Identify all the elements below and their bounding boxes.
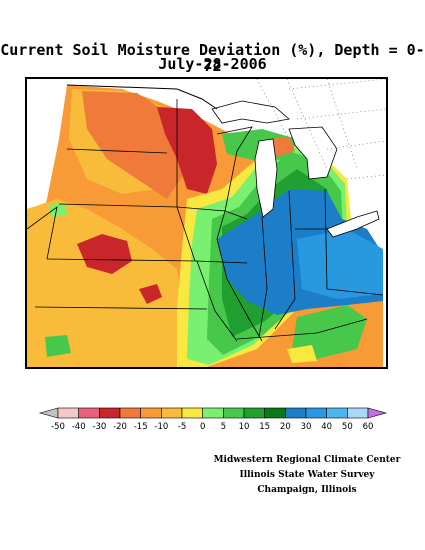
region-red-kansas-spot: [139, 284, 162, 304]
legend-swatch: [161, 407, 183, 419]
lake-michigan: [254, 138, 278, 218]
region-blue-ohio: [297, 229, 383, 299]
soil-moisture-map: [25, 77, 388, 369]
lake-erie: [326, 210, 380, 238]
legend-color-bar: [38, 407, 388, 419]
legend-swatch: [119, 407, 141, 419]
legend-label: 0: [200, 422, 205, 432]
region-yellow-west: [27, 199, 185, 367]
legend-label: -50: [51, 422, 65, 432]
legend-label: 30: [301, 422, 312, 432]
map-svg: [27, 79, 386, 367]
region-green-dakota-spot: [49, 203, 67, 217]
legend-label: 50: [342, 422, 353, 432]
legend-label: 40: [321, 422, 332, 432]
legend-label: 20: [280, 422, 291, 432]
legend-swatch: [285, 407, 307, 419]
credit-line-city: Champaign, Illinois: [257, 485, 357, 495]
legend-label: 5: [221, 422, 226, 432]
legend-swatch: [223, 407, 245, 419]
region-red-minnesota: [157, 107, 217, 194]
legend-label: -5: [178, 422, 186, 432]
legend-swatch: [264, 407, 286, 419]
legend-swatch: [202, 407, 224, 419]
legend-label: -40: [72, 422, 86, 432]
legend-swatch: [305, 407, 327, 419]
graticule: [256, 79, 386, 180]
state-boundaries: [27, 99, 384, 342]
legend-label: -30: [92, 422, 106, 432]
region-green-southwest-spot: [45, 335, 71, 357]
legend-swatch: [347, 407, 369, 419]
legend-swatch: [78, 407, 100, 419]
lake-superior: [211, 100, 290, 124]
legend-label: -10: [154, 422, 168, 432]
legend-swatch: [181, 407, 203, 419]
legend-swatch: [57, 407, 79, 419]
legend-high-arrow: [367, 407, 388, 419]
legend-label: 60: [363, 422, 374, 432]
credit-line-center: Midwestern Regional Climate Center: [213, 455, 401, 465]
legend-low-arrow: [38, 407, 59, 419]
lake-huron: [288, 126, 338, 180]
map-date: July-28-2006: [158, 55, 267, 73]
legend-swatch: [243, 407, 265, 419]
legend-label: 15: [259, 422, 270, 432]
credit-line-survey: Illinois State Water Survey: [239, 470, 375, 480]
region-red-nebraska: [77, 234, 132, 274]
legend-label: -15: [134, 422, 148, 432]
color-legend: -50 -40 -30 -20 -15 -10 -5 0 5 10 15 20 30 40 50 60: [38, 407, 388, 432]
legend-labels: -50 -40 -30 -20 -15 -10 -5 0 5 10 15 20 30 40 50 60: [51, 422, 373, 432]
legend-swatch: [140, 407, 162, 419]
region-yellow-kentucky-spot: [287, 345, 317, 363]
legend-swatch: [99, 407, 121, 419]
legend-label: 10: [239, 422, 250, 432]
canada-border: [66, 84, 218, 110]
legend-label: -20: [113, 422, 127, 432]
region-orange-northern-michigan: [269, 137, 295, 157]
map-title: Current Soil Moisture Deviation (%), Dep…: [0, 41, 425, 75]
legend-swatch: [326, 407, 348, 419]
